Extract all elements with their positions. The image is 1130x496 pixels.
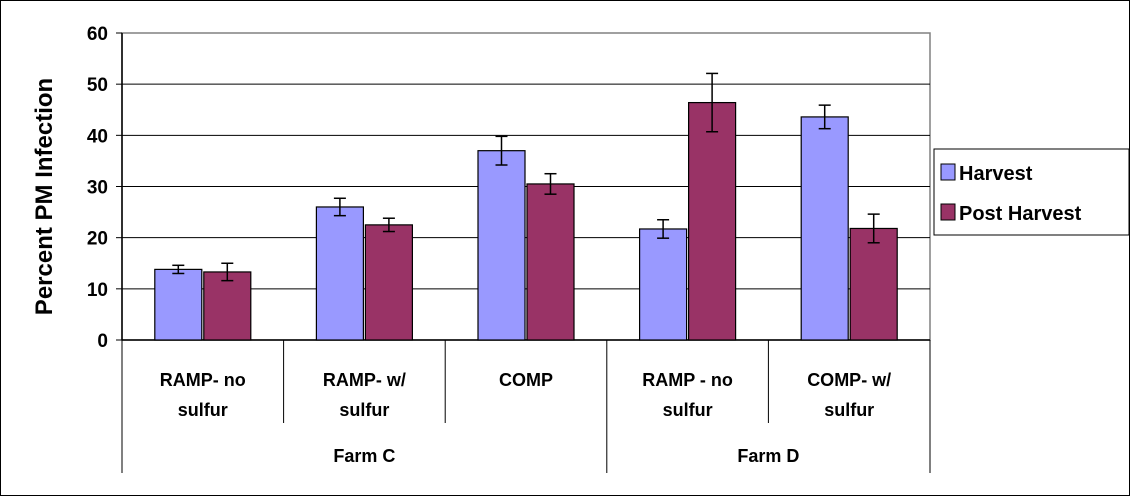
x-category-label: sulfur	[178, 400, 228, 420]
legend-swatch	[940, 203, 956, 221]
x-category-label: RAMP- w/	[323, 370, 406, 390]
legend-swatch	[940, 163, 956, 181]
y-tick-label: 30	[87, 178, 108, 199]
x-category-label: sulfur	[824, 400, 874, 420]
x-group-label: Farm C	[333, 446, 395, 466]
bar-post-harvest	[526, 183, 575, 341]
legend-label: Post Harvest	[959, 203, 1082, 225]
bar-post-harvest	[203, 271, 252, 341]
x-category-label: RAMP- no	[160, 370, 246, 390]
x-category-label: sulfur	[339, 400, 389, 420]
y-tick-label: 10	[87, 280, 108, 301]
y-tick-label: 60	[87, 24, 108, 45]
x-category-label: COMP- w/	[807, 370, 891, 390]
legend-box	[933, 148, 1130, 236]
y-tick-label: 40	[87, 126, 108, 147]
y-tick-label: 20	[87, 229, 108, 250]
bar-harvest	[315, 206, 364, 341]
bar-harvest	[154, 268, 203, 341]
bar-harvest	[477, 150, 526, 341]
bar-harvest	[638, 228, 688, 341]
bar-post-harvest	[849, 227, 898, 341]
y-tick-label: 50	[87, 75, 108, 96]
legend-label: Harvest	[959, 163, 1033, 185]
y-tick-label: 0	[97, 331, 108, 352]
bar-harvest	[800, 116, 849, 341]
x-group-label: Farm D	[737, 446, 799, 466]
bar-post-harvest	[364, 224, 413, 341]
x-category-label: COMP	[499, 370, 553, 390]
x-category-label: sulfur	[663, 400, 713, 420]
x-category-label: RAMP - no	[642, 370, 733, 390]
bar-post-harvest	[687, 101, 737, 341]
y-axis-title: Percent PM Infection	[31, 78, 58, 315]
